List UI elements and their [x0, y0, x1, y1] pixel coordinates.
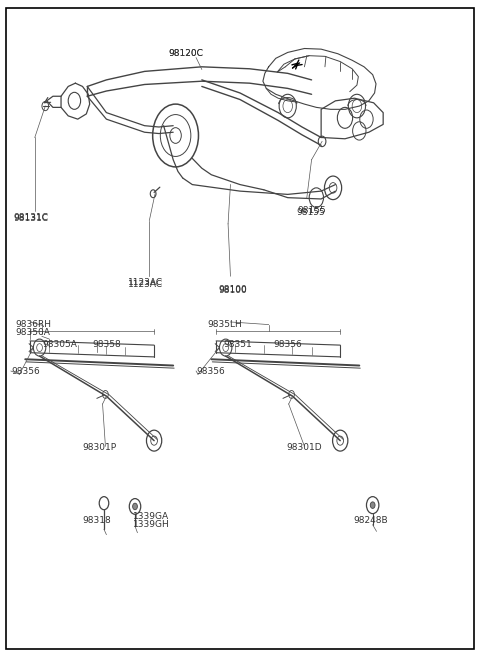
Text: 1123AC: 1123AC	[128, 279, 163, 288]
Text: 98358: 98358	[92, 340, 121, 349]
Text: 98318: 98318	[83, 516, 111, 526]
Circle shape	[132, 503, 137, 510]
Text: 98351: 98351	[223, 340, 252, 349]
Text: 98131C: 98131C	[13, 213, 48, 222]
Text: 98155: 98155	[297, 206, 326, 215]
Text: 98155: 98155	[296, 208, 325, 217]
Text: 98350A: 98350A	[16, 328, 50, 337]
Text: 98100: 98100	[218, 284, 247, 294]
Text: 98100: 98100	[218, 286, 247, 295]
Text: 98248B: 98248B	[354, 516, 388, 526]
Text: 98356: 98356	[11, 367, 40, 376]
Text: 1123AC: 1123AC	[128, 278, 163, 287]
Text: 98301P: 98301P	[83, 443, 117, 452]
Text: 98305A: 98305A	[42, 340, 77, 349]
Text: 98301D: 98301D	[287, 443, 323, 452]
Text: 9836RH: 9836RH	[16, 320, 52, 329]
Circle shape	[370, 502, 375, 509]
Text: 98356: 98356	[274, 340, 302, 349]
Text: 98120C: 98120C	[168, 49, 204, 58]
Text: 98120C: 98120C	[168, 49, 204, 58]
Text: 1339GA: 1339GA	[132, 512, 169, 522]
Text: 98356: 98356	[196, 367, 225, 376]
Text: 98131C: 98131C	[13, 214, 48, 223]
Text: 1339GH: 1339GH	[132, 520, 169, 530]
Text: 9835LH: 9835LH	[207, 320, 242, 329]
